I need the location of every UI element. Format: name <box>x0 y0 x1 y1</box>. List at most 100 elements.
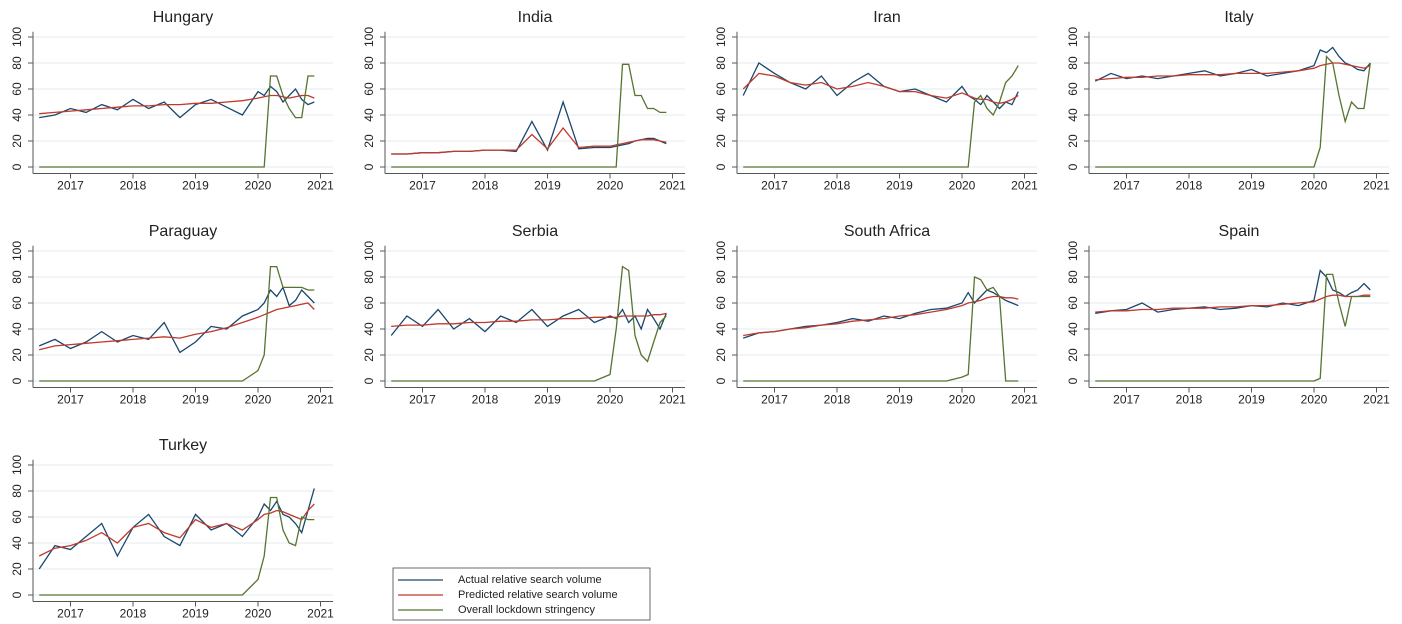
y-tick-label: 40 <box>714 108 728 122</box>
y-tick-label: 60 <box>10 82 24 96</box>
series-line <box>742 289 1019 339</box>
y-tick-label: 80 <box>10 56 24 70</box>
y-tick-label: 20 <box>1066 134 1080 148</box>
y-tick-label: 80 <box>362 56 376 70</box>
x-tick-label: 2018 <box>1176 179 1203 193</box>
series-line <box>391 126 667 155</box>
y-tick-label: 100 <box>10 455 24 475</box>
series-line <box>39 75 315 168</box>
y-tick-label: 80 <box>362 270 376 284</box>
x-tick-label: 2018 <box>472 393 499 407</box>
y-tick-label: 80 <box>714 56 728 70</box>
y-tick-label: 20 <box>1066 348 1080 362</box>
x-tick-label: 2017 <box>57 179 84 193</box>
y-tick-label: 20 <box>714 348 728 362</box>
x-tick-label: 2020 <box>949 179 976 193</box>
series-line <box>38 503 315 557</box>
y-tick-label: 60 <box>362 82 376 96</box>
y-tick-label: 60 <box>714 296 728 310</box>
y-tick-label: 100 <box>362 27 376 47</box>
y-tick-label: 100 <box>10 241 24 261</box>
series-line <box>39 265 315 382</box>
x-tick-label: 2021 <box>1011 393 1038 407</box>
x-tick-label: 2017 <box>761 179 788 193</box>
y-tick-label: 40 <box>10 536 24 550</box>
x-tick-label: 2017 <box>409 179 436 193</box>
x-tick-label: 2019 <box>534 393 561 407</box>
x-tick-label: 2017 <box>1113 179 1140 193</box>
y-tick-label: 0 <box>362 163 376 170</box>
y-tick-label: 40 <box>714 322 728 336</box>
y-tick-label: 100 <box>714 241 728 261</box>
y-tick-label: 20 <box>362 348 376 362</box>
y-tick-label: 0 <box>714 377 728 384</box>
series-line <box>1095 273 1371 382</box>
x-tick-label: 2020 <box>597 393 624 407</box>
series-line <box>391 63 667 168</box>
y-tick-label: 100 <box>10 27 24 47</box>
series-line <box>1095 294 1371 313</box>
x-tick-label: 2021 <box>1363 179 1390 193</box>
series-line <box>743 276 1019 382</box>
y-tick-label: 0 <box>1066 377 1080 384</box>
x-tick-label: 2017 <box>761 393 788 407</box>
x-tick-label: 2021 <box>1363 393 1390 407</box>
series-line <box>391 265 667 382</box>
x-tick-label: 2020 <box>1301 179 1328 193</box>
series-line <box>742 72 1019 104</box>
x-tick-label: 2018 <box>824 393 851 407</box>
series-line <box>743 295 1019 337</box>
x-tick-label: 2019 <box>182 393 209 407</box>
y-tick-label: 80 <box>714 270 728 284</box>
y-tick-label: 60 <box>1066 296 1080 310</box>
panel-title: South Africa <box>844 223 930 240</box>
series-line <box>391 312 667 328</box>
x-tick-label: 2020 <box>949 393 976 407</box>
y-tick-label: 100 <box>714 27 728 47</box>
series-line <box>743 65 1019 168</box>
y-tick-label: 60 <box>10 510 24 524</box>
x-tick-label: 2018 <box>1176 393 1203 407</box>
legend-label: Overall lockdown stringency <box>458 604 595 616</box>
legend-box <box>392 567 651 621</box>
series-line <box>39 94 315 115</box>
legend-label: Predicted relative search volume <box>458 589 618 601</box>
panel-title: Serbia <box>512 223 558 240</box>
panel-title: Turkey <box>159 437 207 454</box>
y-tick-label: 0 <box>714 163 728 170</box>
panel-title: Hungary <box>153 9 213 26</box>
x-tick-label: 2017 <box>409 393 436 407</box>
y-tick-label: 20 <box>10 134 24 148</box>
y-tick-label: 20 <box>10 562 24 576</box>
panel-title: Iran <box>873 9 901 26</box>
y-tick-label: 60 <box>1066 82 1080 96</box>
x-tick-label: 2018 <box>472 179 499 193</box>
y-tick-label: 100 <box>362 241 376 261</box>
x-tick-label: 2020 <box>1301 393 1328 407</box>
y-tick-label: 0 <box>10 377 24 384</box>
x-tick-label: 2020 <box>245 607 272 621</box>
y-tick-label: 80 <box>1066 56 1080 70</box>
y-tick-label: 80 <box>10 270 24 284</box>
series-line <box>390 308 667 336</box>
x-tick-label: 2021 <box>659 179 686 193</box>
y-tick-label: 0 <box>10 163 24 170</box>
y-tick-label: 0 <box>362 377 376 384</box>
y-tick-label: 80 <box>1066 270 1080 284</box>
series-line <box>742 62 1019 110</box>
x-tick-label: 2021 <box>307 393 334 407</box>
y-tick-label: 20 <box>10 348 24 362</box>
x-tick-label: 2018 <box>120 393 147 407</box>
x-tick-label: 2019 <box>182 607 209 621</box>
x-tick-label: 2019 <box>534 179 561 193</box>
series-line <box>1094 46 1371 82</box>
y-tick-label: 40 <box>362 322 376 336</box>
y-tick-label: 40 <box>1066 322 1080 336</box>
series-line <box>39 302 315 351</box>
series-line <box>38 488 315 570</box>
y-tick-label: 60 <box>362 296 376 310</box>
x-tick-label: 2019 <box>182 179 209 193</box>
y-tick-label: 40 <box>10 322 24 336</box>
x-tick-label: 2020 <box>245 179 272 193</box>
